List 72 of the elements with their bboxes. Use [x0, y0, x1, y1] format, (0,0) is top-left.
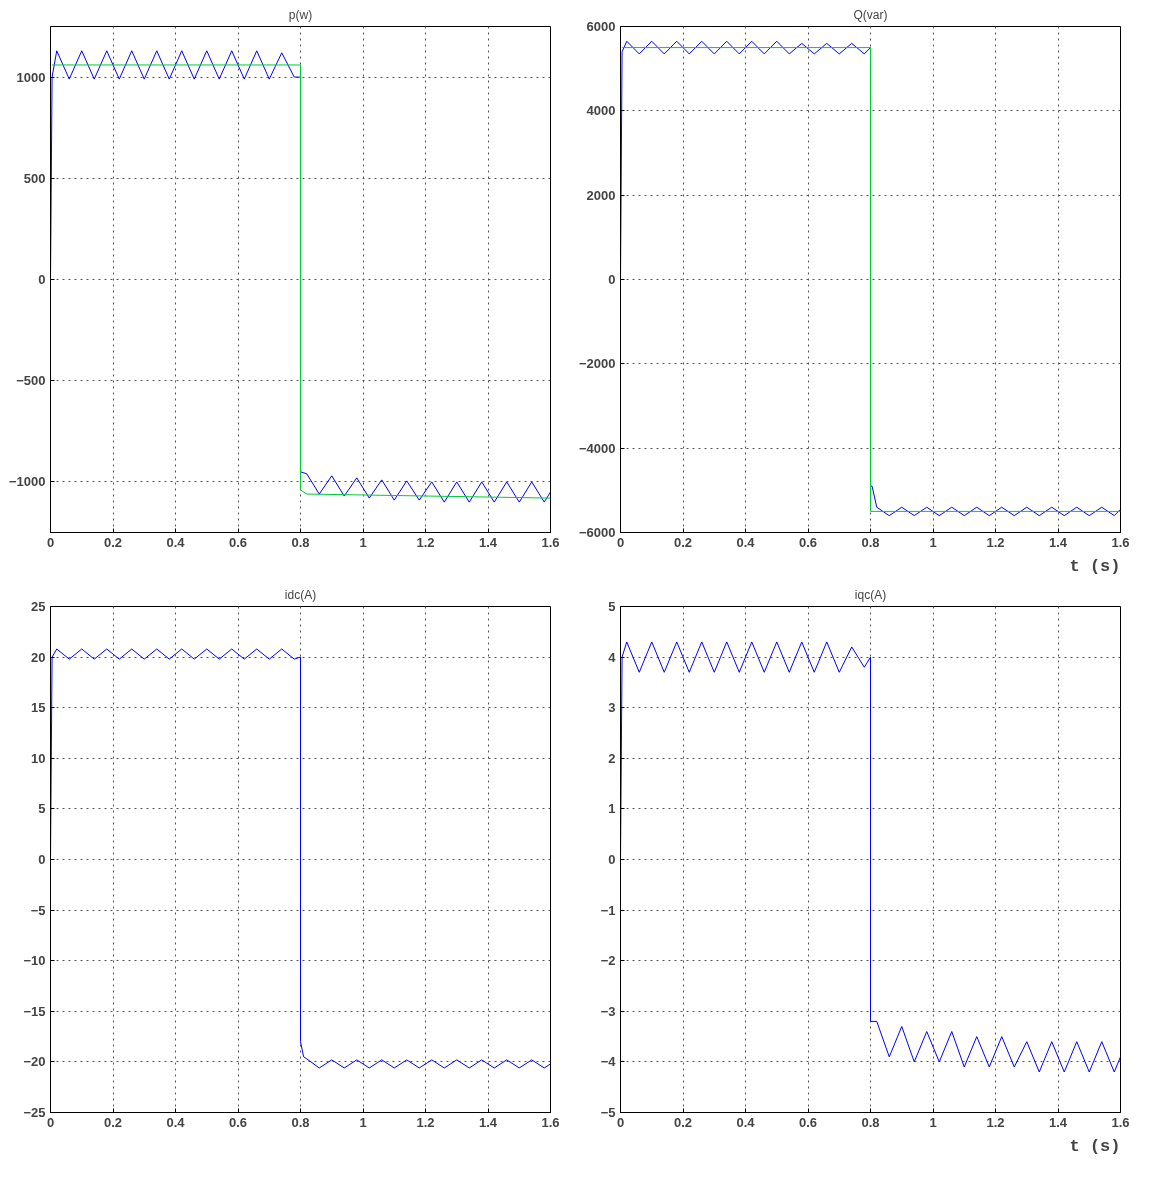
- y-tick-label: −5: [30, 902, 46, 918]
- y-tick-label: −3: [600, 1003, 616, 1019]
- y-tick-label: 2000: [586, 187, 616, 203]
- x-tick-label: 0.2: [103, 1114, 123, 1130]
- y-tick-label: −20: [23, 1054, 46, 1070]
- y-tick-label: 25: [31, 599, 46, 614]
- x-tick-label: 1.2: [986, 1114, 1005, 1130]
- y-tick-label: −15: [23, 1003, 46, 1019]
- x-tick-label: 1.6: [1111, 1114, 1130, 1130]
- y-tick-label: 0: [608, 852, 616, 867]
- x-tick-label: 0.2: [673, 1114, 693, 1130]
- x-axis-title: t (s): [1069, 556, 1121, 576]
- x-tick-label: 0.4: [166, 1114, 186, 1130]
- x-tick-label: 1: [359, 1114, 367, 1130]
- x-tick-label: 0.2: [673, 534, 693, 550]
- x-tick-label: 1.2: [986, 534, 1005, 550]
- y-tick-label: −2: [600, 953, 616, 969]
- x-tick-label: 1: [929, 1114, 937, 1130]
- chart-title: Q(var): [853, 7, 888, 22]
- y-tick-label: 5: [608, 599, 616, 614]
- y-tick-label: 3: [608, 700, 616, 716]
- chart-title: idc(A): [284, 587, 317, 602]
- chart-title: p(w): [288, 7, 313, 22]
- x-tick-label: 0.2: [103, 534, 123, 550]
- x-tick-label: 1.4: [1048, 534, 1068, 550]
- y-tick-label: 2: [608, 750, 616, 766]
- x-tick-label: 0.8: [861, 534, 880, 550]
- x-tick-label: 0.4: [166, 534, 186, 550]
- y-tick-label: 1000: [16, 69, 46, 85]
- y-tick-label: −4: [600, 1054, 617, 1070]
- x-tick-label: 1.6: [1111, 534, 1130, 550]
- x-tick-label: 1.4: [478, 534, 498, 550]
- y-tick-label: 20: [31, 649, 46, 665]
- x-tick-label: 0.6: [228, 534, 248, 550]
- y-tick-label: 4: [608, 649, 617, 665]
- x-tick-label: 0.6: [228, 1114, 248, 1130]
- x-tick-label: 1.4: [478, 1114, 498, 1130]
- y-tick-label: 15: [31, 700, 46, 716]
- y-tick-label: −2000: [578, 356, 616, 372]
- x-tick-label: 0.4: [736, 534, 756, 550]
- y-tick-label: 4000: [586, 103, 616, 119]
- y-tick-label: 0: [38, 852, 46, 867]
- x-tick-label: 0.8: [291, 534, 310, 550]
- y-tick-label: −5: [600, 1105, 616, 1120]
- y-tick-label: 10: [31, 750, 46, 766]
- y-tick-label: 1: [608, 801, 616, 817]
- y-tick-label: −500: [16, 373, 46, 389]
- x-tick-label: 1: [929, 534, 937, 550]
- x-tick-label: 1.4: [1048, 1114, 1068, 1130]
- x-tick-label: 1: [359, 534, 367, 550]
- y-tick-label: −25: [23, 1105, 46, 1120]
- y-tick-label: −6000: [578, 525, 616, 540]
- x-tick-label: 0.8: [291, 1114, 310, 1130]
- x-tick-label: 1.6: [541, 534, 560, 550]
- y-tick-label: −10: [23, 953, 46, 969]
- y-tick-label: −1: [600, 902, 616, 918]
- x-tick-label: 0.6: [798, 534, 818, 550]
- x-tick-label: 0.4: [736, 1114, 756, 1130]
- y-tick-label: 500: [23, 170, 46, 186]
- chart-title: iqc(A): [854, 587, 887, 602]
- x-tick-label: 0.6: [798, 1114, 818, 1130]
- y-tick-label: −4000: [578, 440, 616, 456]
- x-axis-title: t (s): [1069, 1136, 1121, 1156]
- x-tick-label: 1.2: [416, 1114, 435, 1130]
- y-tick-label: 0: [38, 272, 46, 287]
- y-tick-label: 5: [38, 801, 46, 817]
- y-tick-label: 6000: [586, 19, 616, 34]
- y-tick-label: −1000: [8, 474, 46, 490]
- x-tick-label: 1.6: [541, 1114, 560, 1130]
- y-tick-label: 0: [608, 272, 616, 287]
- x-tick-label: 0.8: [861, 1114, 880, 1130]
- x-tick-label: 1.2: [416, 534, 435, 550]
